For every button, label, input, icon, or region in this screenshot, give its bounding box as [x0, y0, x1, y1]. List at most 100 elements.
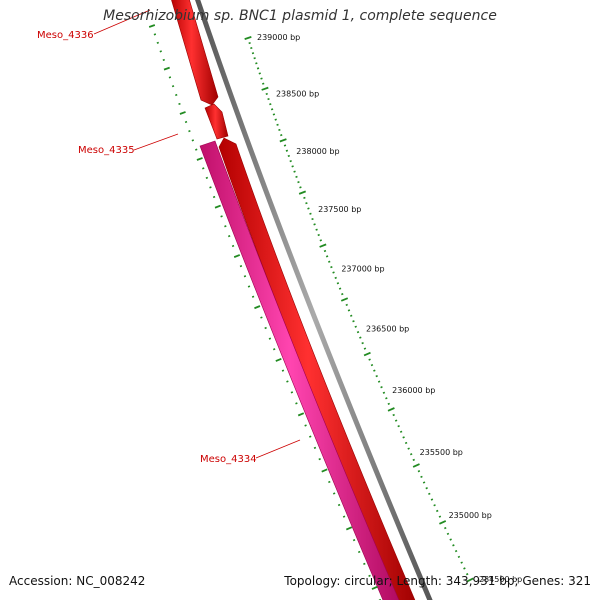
- outer-minor-tick: [323, 249, 327, 253]
- outer-minor-tick: [363, 347, 367, 350]
- inner-minor-tick: [295, 402, 298, 405]
- inner-minor-tick: [153, 33, 157, 36]
- outer-minor-tick: [299, 186, 302, 189]
- inner-minor-tick: [313, 446, 317, 449]
- scale-label: 238500 bp: [276, 89, 319, 98]
- outer-minor-tick: [274, 118, 277, 121]
- inner-minor-tick: [178, 102, 181, 106]
- inner-minor-tick: [188, 130, 191, 133]
- accession-text: Accession: NC_008242: [9, 574, 146, 588]
- outer-minor-tick: [267, 97, 270, 101]
- inner-minor-tick: [309, 435, 312, 438]
- outer-minor-tick: [444, 526, 447, 530]
- inner-minor-tick: [272, 348, 276, 351]
- outer-minor-tick: [248, 41, 251, 45]
- leader-meso-4334: [255, 439, 301, 459]
- outer-minor-tick: [394, 419, 398, 422]
- outer-minor-tick: [430, 498, 434, 501]
- gene-meso-4335[interactable]: [204, 103, 229, 140]
- inner-major-tick: [196, 157, 203, 161]
- outer-minor-tick: [256, 67, 260, 70]
- outer-minor-tick: [449, 538, 452, 541]
- outer-minor-tick: [345, 303, 348, 307]
- outer-minor-tick: [334, 276, 337, 279]
- scale-label: 239000 bp: [257, 33, 300, 42]
- outer-minor-tick: [303, 196, 306, 199]
- outer-minor-tick: [305, 202, 308, 205]
- inner-minor-tick: [328, 480, 331, 484]
- outer-minor-tick: [446, 532, 450, 535]
- inner-minor-tick: [162, 58, 165, 62]
- outer-minor-tick: [409, 453, 413, 456]
- inner-minor-tick: [191, 139, 195, 142]
- outer-minor-tick: [325, 255, 329, 258]
- inner-minor-tick: [231, 244, 235, 248]
- outer-major-tick: [279, 138, 287, 143]
- outer-minor-tick: [420, 475, 423, 478]
- outer-minor-tick: [422, 481, 426, 484]
- outer-major-tick: [261, 86, 269, 91]
- outer-minor-tick: [285, 149, 289, 152]
- scale-label: 236500 bp: [366, 325, 409, 334]
- outer-minor-tick: [336, 282, 340, 285]
- outer-minor-tick: [287, 154, 291, 158]
- outer-minor-tick: [385, 397, 388, 400]
- outer-minor-tick: [297, 180, 300, 184]
- outer-minor-tick: [392, 413, 395, 417]
- outer-minor-tick: [354, 325, 357, 328]
- label-meso-4334: Meso_4334: [200, 454, 257, 465]
- outer-minor-tick: [370, 363, 374, 367]
- inner-minor-tick: [168, 76, 172, 79]
- inner-minor-tick: [156, 41, 160, 44]
- leader-meso-4335: [133, 133, 179, 151]
- gene-meso-4334[interactable]: [199, 140, 401, 600]
- inner-minor-tick: [342, 515, 346, 518]
- outer-minor-tick: [283, 144, 287, 147]
- gene-meso-4336[interactable]: [170, 0, 219, 106]
- outer-minor-tick: [347, 309, 351, 312]
- outer-minor-tick: [356, 331, 360, 334]
- inner-minor-tick: [304, 424, 307, 427]
- outer-major-tick: [319, 243, 327, 248]
- outer-major-tick: [298, 190, 307, 195]
- inner-major-tick: [254, 305, 261, 310]
- inner-minor-tick: [337, 503, 341, 507]
- outer-minor-tick: [328, 260, 331, 263]
- inner-minor-tick: [368, 574, 371, 577]
- inner-tick-track: [148, 24, 382, 600]
- summary-text: Topology: circular; Length: 343,931 bp; …: [284, 574, 591, 588]
- outer-minor-tick: [428, 492, 431, 496]
- outer-minor-tick: [260, 77, 263, 80]
- inner-major-tick: [163, 66, 170, 71]
- outer-scale-track: [244, 36, 474, 583]
- outer-minor-tick: [397, 425, 400, 428]
- outer-minor-tick: [258, 72, 261, 75]
- outer-minor-tick: [313, 223, 316, 226]
- inner-major-tick: [321, 468, 328, 473]
- outer-minor-tick: [457, 555, 461, 559]
- backbone-arc: [195, 0, 433, 600]
- outer-minor-tick: [338, 287, 342, 290]
- outer-minor-tick: [278, 128, 281, 132]
- inner-minor-tick: [220, 215, 223, 218]
- inner-minor-tick: [247, 285, 251, 288]
- outer-minor-tick: [291, 165, 294, 168]
- inner-minor-tick: [363, 562, 366, 566]
- outer-minor-tick: [269, 103, 272, 106]
- scale-label: 236000 bp: [392, 386, 435, 395]
- outer-minor-tick: [276, 123, 279, 126]
- inner-minor-tick: [332, 492, 336, 495]
- outer-minor-tick: [460, 561, 463, 564]
- outer-minor-tick: [317, 233, 320, 237]
- label-meso-4336: Meso_4336: [37, 30, 94, 41]
- outer-major-tick: [387, 407, 395, 412]
- outer-minor-tick: [463, 567, 466, 570]
- inner-major-tick: [233, 254, 241, 258]
- outer-minor-tick: [341, 292, 344, 296]
- outer-minor-tick: [438, 515, 442, 518]
- inner-minor-tick: [205, 176, 209, 179]
- outer-minor-tick: [433, 504, 436, 507]
- outer-major-tick: [244, 36, 252, 40]
- outer-minor-tick: [270, 108, 274, 111]
